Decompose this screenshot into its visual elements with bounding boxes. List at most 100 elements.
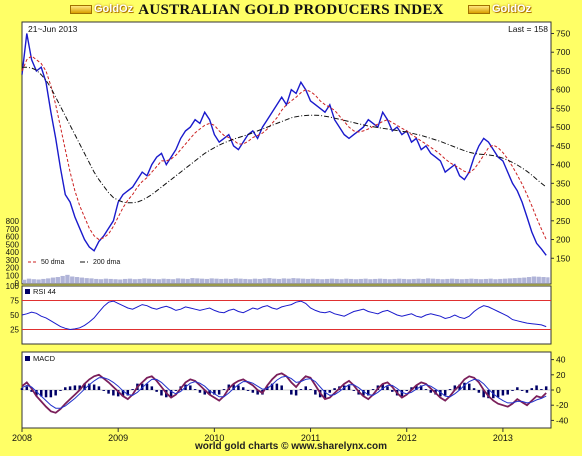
volume-bar	[50, 277, 56, 283]
volume-tick-label: 500	[6, 240, 20, 249]
price-panel	[21, 21, 552, 285]
volume-tick-label: 200	[6, 264, 20, 273]
volume-bar	[127, 278, 133, 283]
volume-bar	[344, 278, 349, 283]
volume-bar	[517, 277, 522, 283]
volume-bar	[531, 276, 537, 283]
goldoz-logo-left: GoldOz	[70, 3, 133, 15]
volume-bar	[526, 277, 532, 283]
volume-bar	[55, 277, 60, 283]
volume-bar	[204, 278, 210, 283]
volume-bar	[406, 279, 412, 283]
rsi-label-marker	[25, 289, 30, 294]
volume-bar	[387, 279, 392, 283]
volume-bar	[190, 278, 195, 283]
volume-bar	[262, 278, 267, 283]
macd-tick-label: -20	[556, 400, 569, 410]
volume-tick-label: 800	[6, 217, 20, 226]
volume-bar	[368, 279, 373, 283]
last-label: Last = 158	[508, 24, 548, 34]
volume-bar	[132, 279, 137, 283]
x-year-label: 2012	[397, 433, 417, 443]
volume-bar	[296, 278, 301, 283]
volume-bar	[137, 278, 142, 283]
volume-tick-label: 0	[15, 279, 20, 288]
volume-bar	[478, 279, 484, 283]
volume-bar	[469, 278, 474, 283]
volume-bar	[180, 278, 186, 283]
volume-tick-label: 400	[6, 248, 20, 257]
volume-bar	[195, 278, 200, 283]
macd-tick-label: 20	[556, 370, 566, 380]
volume-bar	[161, 278, 166, 283]
volume-bar	[358, 278, 363, 283]
volume-bar	[281, 278, 286, 283]
price-tick-label: 500	[556, 122, 570, 132]
x-year-label: 2008	[12, 433, 32, 443]
price-tick-label: 750	[556, 28, 570, 38]
volume-bar	[74, 277, 80, 283]
volume-bar	[353, 279, 359, 283]
logo-left-text: GoldOz	[94, 3, 134, 15]
rsi-panel	[21, 285, 552, 345]
gold-bar-icon	[468, 4, 490, 14]
volume-bar	[498, 278, 503, 283]
volume-bar	[26, 278, 32, 283]
volume-bar	[219, 278, 224, 283]
volume-bar	[248, 279, 253, 283]
volume-bar	[474, 278, 479, 283]
volume-bar	[214, 278, 219, 283]
volume-bar	[363, 278, 368, 283]
macd-label-marker	[25, 356, 30, 361]
x-year-label: 2013	[493, 433, 513, 443]
volume-bar	[233, 278, 238, 283]
price-tick-label: 150	[556, 253, 570, 263]
dma50-line	[21, 55, 547, 241]
volume-bar	[118, 279, 123, 283]
volume-bar	[310, 278, 315, 283]
rsi-label: RSI 44	[33, 287, 56, 296]
volume-bar	[425, 278, 431, 283]
volume-bar	[329, 278, 335, 283]
volume-bar	[65, 274, 70, 283]
volume-bar	[512, 278, 517, 283]
volume-bar	[103, 278, 109, 283]
volume-bar	[113, 279, 118, 283]
volume-tick-label: 100	[6, 271, 20, 280]
volume-bar	[94, 278, 99, 283]
legend-50dma: 50 dma	[41, 259, 64, 266]
rsi-line	[21, 300, 547, 331]
volume-bar	[445, 278, 450, 283]
volume-bar	[300, 278, 306, 283]
volume-bar	[156, 279, 161, 283]
volume-bar	[411, 278, 416, 283]
x-year-label: 2010	[204, 433, 224, 443]
volume-bar	[440, 279, 445, 283]
volume-bar	[421, 278, 426, 283]
volume-bar	[373, 278, 378, 283]
volume-bar	[166, 278, 171, 283]
volume-bar	[272, 278, 277, 283]
index-line	[21, 33, 547, 256]
volume-bar	[199, 278, 205, 283]
volume-bar	[522, 277, 527, 283]
volume-bar	[147, 278, 152, 283]
volume-bar	[334, 278, 339, 283]
volume-bar	[243, 278, 248, 283]
volume-bar	[536, 276, 541, 283]
volume-bar	[382, 278, 387, 283]
volume-bar	[450, 278, 455, 283]
price-tick-label: 450	[556, 141, 570, 151]
rsi-tick-label: 25	[10, 326, 19, 335]
date-label: 21~Jun 2013	[28, 24, 78, 34]
volume-bar	[89, 278, 94, 283]
macd-label: MACD	[33, 354, 56, 363]
price-tick-label: 300	[556, 197, 570, 207]
volume-bar	[228, 278, 234, 283]
volume-bar	[98, 279, 104, 283]
volume-bar	[546, 277, 550, 283]
price-tick-label: 400	[556, 160, 570, 170]
volume-bar	[108, 278, 113, 283]
volume-bar	[435, 278, 440, 283]
volume-bar	[488, 278, 493, 283]
